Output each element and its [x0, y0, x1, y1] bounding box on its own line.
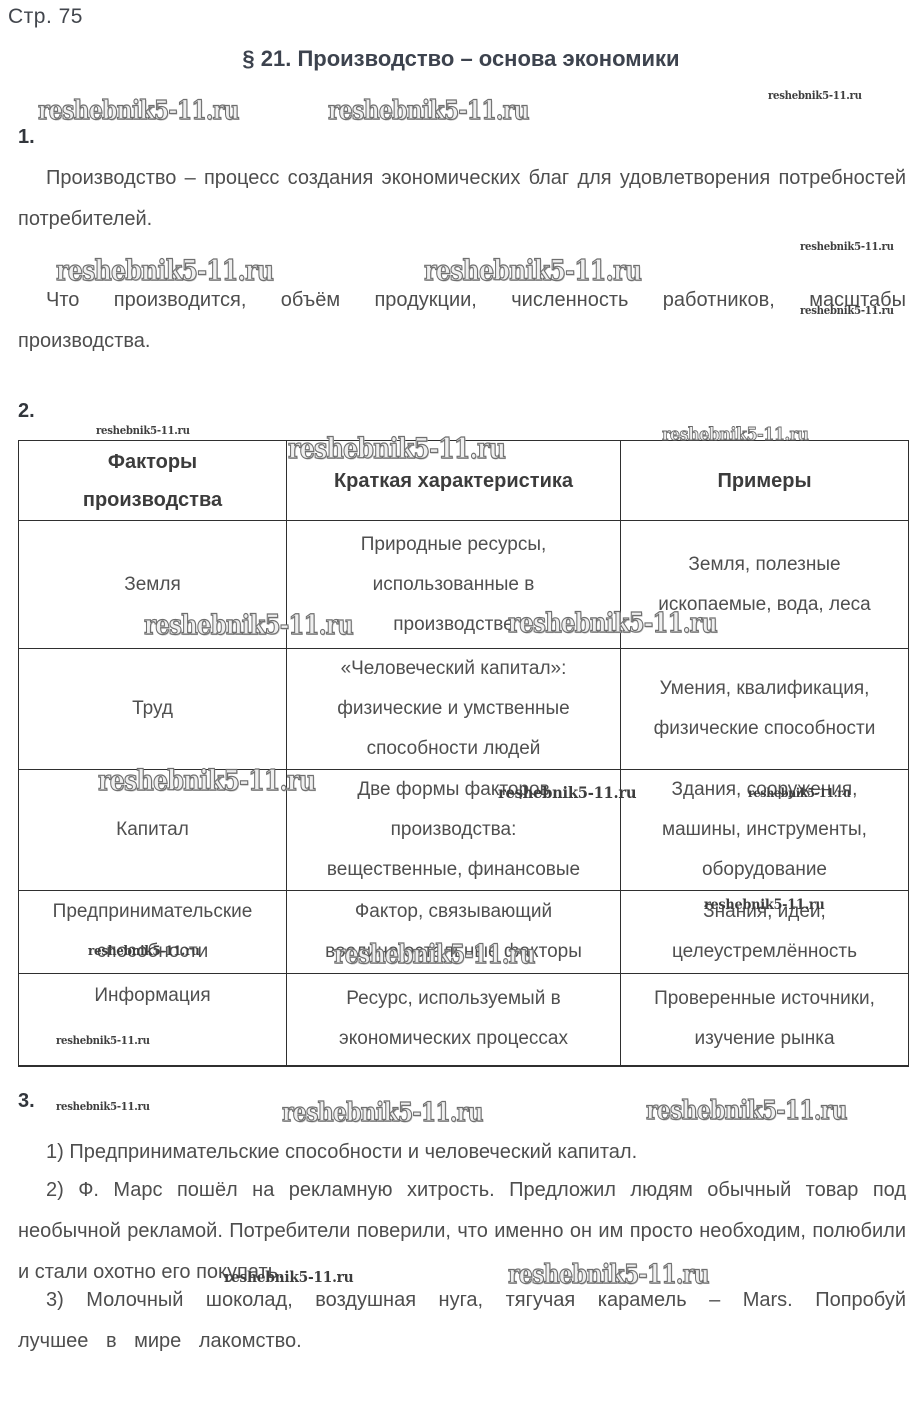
watermark: reshebnik5-11.ru	[56, 1100, 150, 1113]
cell-characteristic: «Человеческий капитал»: физические и умс…	[286, 648, 621, 770]
table-row-capital: Капитал Две формы факторов производства:…	[18, 769, 909, 891]
header-factors: Факторы производства	[18, 440, 287, 521]
answer-2: 2) Ф. Марс пошёл на рекламную хитрость. …	[18, 1179, 906, 1283]
cell-characteristic: Ресурс, используемый в экономических про…	[286, 973, 621, 1066]
watermark: reshebnik5-11.ru	[96, 424, 190, 437]
header-characteristic: Краткая характеристика	[286, 440, 621, 521]
cell-examples: Проверенные источники, изучение рынка	[620, 973, 909, 1066]
answer-1: 1) Предпринимательские способности и чел…	[46, 1141, 638, 1163]
section-2-number: 2.	[18, 400, 35, 422]
watermark: reshebnik5-11.ru	[281, 1097, 483, 1128]
watermark: reshebnik5-11.ru	[37, 95, 239, 126]
cell-factor: Информация	[18, 973, 287, 1066]
section-1-answer: Что производится, объём продукции, числе…	[18, 289, 906, 352]
answer-3: 3) Молочный шоколад, воздушная нуга, тяг…	[18, 1289, 906, 1352]
watermark: reshebnik5-11.ru	[768, 89, 862, 102]
cell-examples: Умения, квалификация, физические способн…	[620, 648, 909, 770]
cell-examples: Здания, сооружения, машины, инструменты,…	[620, 769, 909, 891]
table-header-row: Факторы производства Краткая характерист…	[18, 440, 909, 521]
watermark: reshebnik5-11.ru	[327, 95, 529, 126]
watermark: reshebnik5-11.ru	[645, 1095, 847, 1126]
table-row-entrepreneurship: Предпринимательские способности Фактор, …	[18, 890, 909, 974]
section-3-number: 3.	[18, 1090, 35, 1112]
cell-factor: Капитал	[18, 769, 287, 891]
cell-factor: Земля	[18, 520, 287, 649]
cell-characteristic: Фактор, связывающий воедино остальные фа…	[286, 890, 621, 974]
factors-of-production-table: Факторы производства Краткая характерист…	[18, 440, 909, 1067]
section-1-definition: Производство – процесс создания экономич…	[18, 167, 906, 230]
table-row-information: Информация Ресурс, используемый в эконом…	[18, 973, 909, 1066]
header-examples: Примеры	[620, 440, 909, 521]
cell-factor: Предпринимательские способности	[18, 890, 287, 974]
cell-factor: Труд	[18, 648, 287, 770]
page-number: Стр. 75	[8, 5, 83, 28]
table-row-labor: Труд «Человеческий капитал»: физические …	[18, 648, 909, 770]
cell-characteristic: Две формы факторов производства: веществ…	[286, 769, 621, 891]
cell-characteristic: Природные ресурсы, использованные в прои…	[286, 520, 621, 649]
cell-examples: Земля, полезные ископаемые, вода, леса	[620, 520, 909, 649]
cell-examples: Знания, идеи, целеустремлённость	[620, 890, 909, 974]
section-1-number: 1.	[18, 126, 35, 148]
watermark: reshebnik5-11.ru	[800, 240, 894, 253]
page-title: § 21. Производство – основа экономики	[242, 46, 680, 71]
table-row-land: Земля Природные ресурсы, использованные …	[18, 520, 909, 649]
